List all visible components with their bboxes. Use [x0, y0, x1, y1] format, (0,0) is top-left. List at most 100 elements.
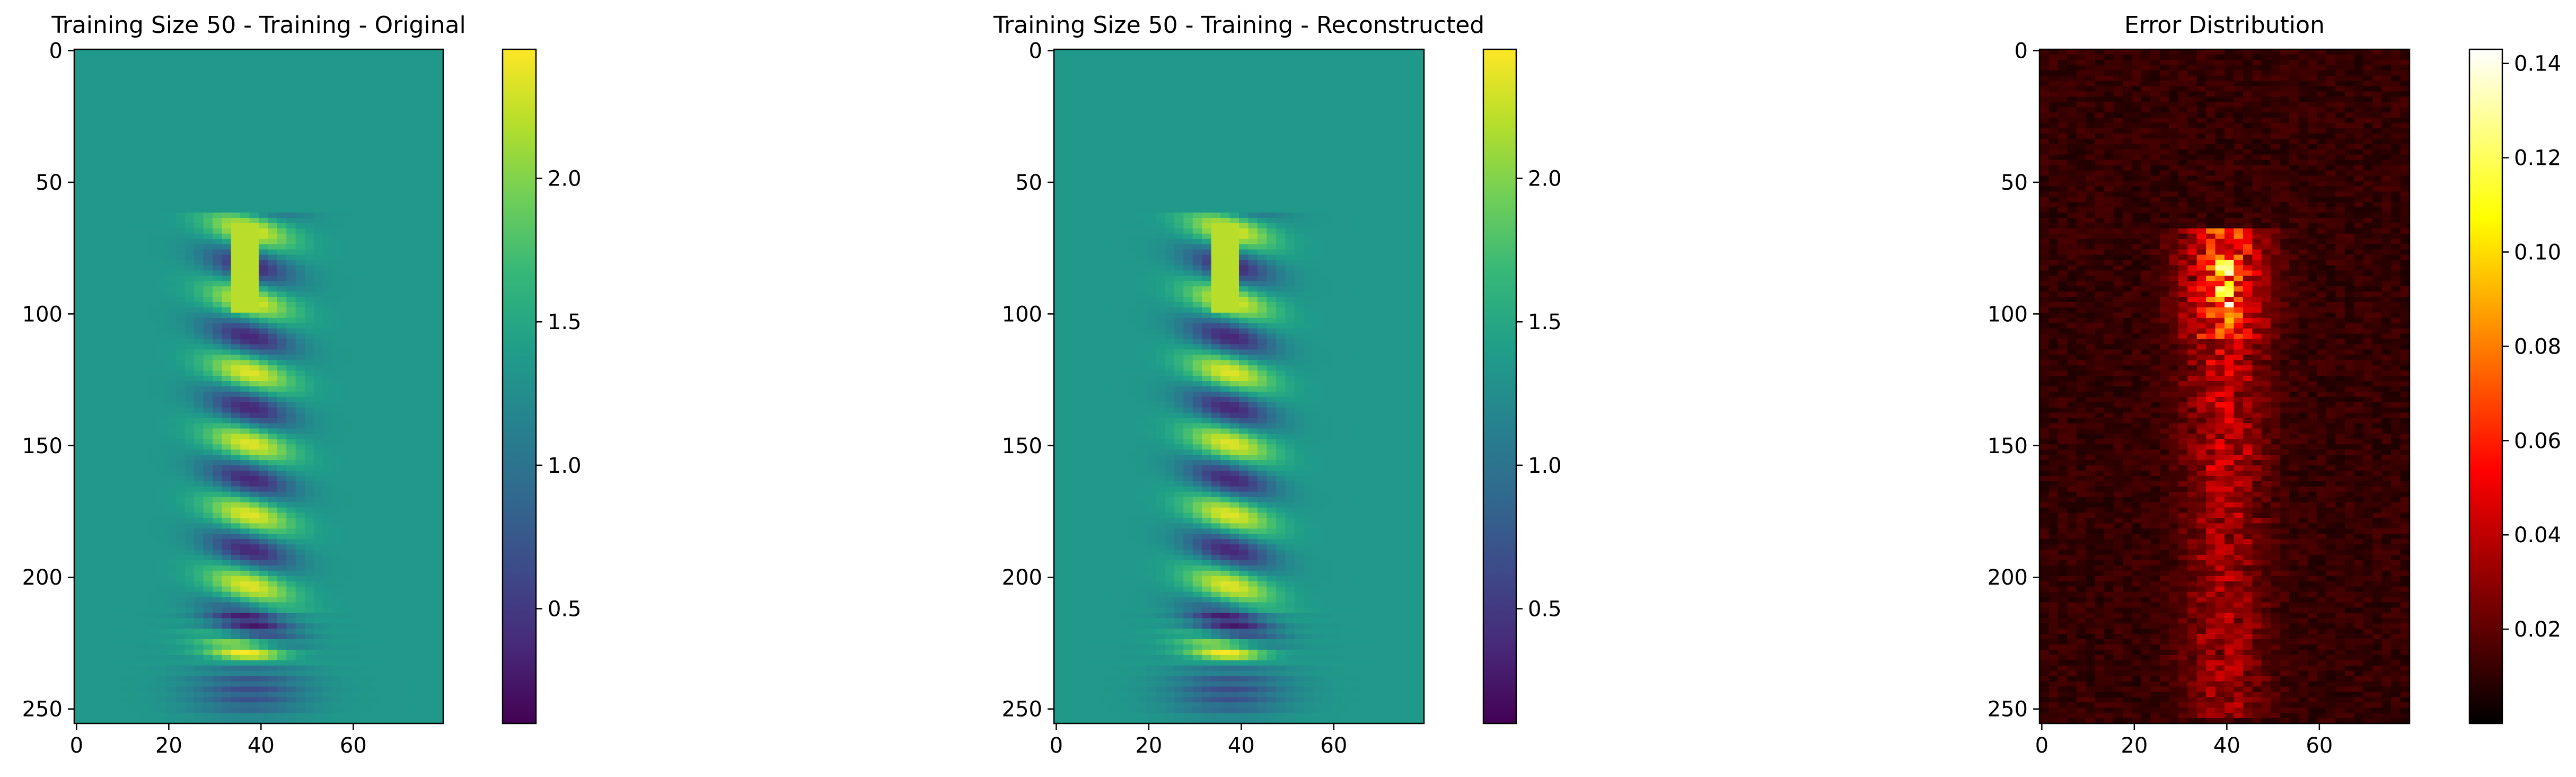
heatmap-cell: [277, 676, 287, 682]
heatmap-cell: [388, 265, 398, 271]
heatmap-cell: [194, 81, 204, 87]
heatmap-cell: [323, 402, 333, 408]
heatmap-cell: [379, 544, 389, 550]
heatmap-cell: [388, 154, 398, 161]
heatmap-cell: [184, 386, 195, 392]
heatmap-cell: [286, 202, 296, 208]
heatmap-cell: [369, 623, 379, 629]
heatmap-cell: [175, 328, 186, 334]
heatmap-cell: [259, 59, 268, 66]
heatmap-cell: [231, 639, 241, 645]
heatmap-cell: [369, 513, 379, 519]
heatmap-cell: [305, 59, 314, 66]
heatmap-cell: [268, 486, 278, 492]
heatmap-cell: [332, 402, 342, 408]
heatmap-cell: [277, 618, 287, 624]
heatmap-cell: [351, 444, 361, 450]
heatmap-cell: [203, 570, 213, 577]
heatmap-cell: [277, 507, 287, 514]
heatmap-cell: [314, 402, 324, 408]
heatmap-cell: [102, 428, 112, 435]
heatmap-cell: [277, 233, 287, 240]
heatmap-cell: [268, 54, 278, 60]
heatmap-cell: [277, 623, 287, 629]
heatmap-cell: [341, 670, 351, 677]
heatmap-cell: [286, 128, 296, 134]
heatmap-cell: [120, 581, 130, 587]
heatmap-cell: [332, 223, 342, 229]
heatmap-cell: [148, 449, 158, 455]
heatmap-cell: [194, 223, 204, 229]
heatmap-cell: [231, 386, 241, 392]
heatmap-cell: [286, 59, 296, 66]
heatmap-cell: [120, 370, 130, 376]
heatmap-cell: [92, 455, 102, 461]
heatmap-cell: [369, 181, 379, 187]
heatmap-cell: [175, 181, 186, 187]
heatmap-cell: [434, 218, 444, 224]
heatmap-cell: [231, 128, 241, 134]
heatmap-cell: [406, 534, 416, 540]
heatmap-cell: [249, 349, 259, 355]
heatmap-cell: [138, 328, 148, 334]
heatmap-cell: [360, 281, 370, 287]
heatmap-cell: [388, 175, 398, 182]
heatmap-cell: [102, 539, 112, 545]
heatmap-cell: [222, 349, 232, 355]
heatmap-cell: [286, 613, 296, 619]
heatmap-cell: [314, 660, 324, 666]
heatmap-cell: [268, 339, 278, 345]
heatmap-cell: [129, 491, 139, 498]
heatmap-cell: [222, 471, 232, 476]
heatmap-cell: [295, 154, 305, 161]
heatmap-cell: [369, 70, 379, 76]
heatmap-cell: [184, 655, 195, 661]
heatmap-cell: [341, 518, 351, 524]
heatmap-cell: [157, 323, 167, 329]
heatmap-cell: [194, 86, 204, 92]
heatmap-cell: [268, 539, 278, 545]
heatmap-cell: [102, 534, 112, 540]
heatmap-cell: [175, 207, 186, 213]
heatmap-cell: [314, 333, 324, 340]
heatmap-cell: [92, 144, 102, 150]
heatmap-cell: [415, 544, 425, 550]
heatmap-cell: [268, 70, 278, 76]
heatmap-cell: [92, 233, 102, 240]
heatmap-cell: [268, 686, 278, 692]
heatmap-cell: [425, 312, 435, 319]
heatmap-cell: [129, 96, 139, 102]
heatmap-cell: [268, 244, 278, 250]
heatmap-cell: [92, 402, 102, 408]
heatmap-cell: [157, 418, 167, 424]
heatmap-cell: [323, 434, 333, 439]
heatmap-cell: [295, 623, 305, 629]
heatmap-cell: [268, 513, 278, 519]
heatmap-cell: [415, 518, 425, 524]
heatmap-cell: [415, 550, 425, 555]
heatmap-cell: [83, 297, 93, 303]
heatmap-cell: [314, 702, 324, 708]
heatmap-cell: [222, 312, 232, 319]
heatmap-cell: [184, 213, 195, 218]
heatmap-cell: [351, 297, 361, 303]
heatmap-cell: [351, 149, 361, 155]
heatmap-cell: [222, 649, 232, 656]
heatmap-cell: [157, 665, 167, 672]
heatmap-cell: [74, 223, 84, 229]
heatmap-cell: [360, 528, 370, 534]
heatmap-cell: [120, 665, 130, 672]
heatmap-cell: [157, 550, 167, 555]
heatmap-cell: [74, 634, 84, 640]
heatmap-cell: [259, 312, 268, 319]
heatmap-cell: [323, 560, 333, 566]
heatmap-cell: [397, 49, 407, 55]
heatmap-cell: [397, 502, 407, 508]
heatmap-cell: [111, 550, 121, 555]
heatmap-cell: [203, 144, 213, 150]
heatmap-cell: [157, 154, 167, 161]
heatmap-cell: [102, 676, 112, 682]
heatmap-cell: [249, 581, 259, 587]
heatmap-cell: [268, 202, 278, 208]
heatmap-cell: [388, 96, 398, 102]
